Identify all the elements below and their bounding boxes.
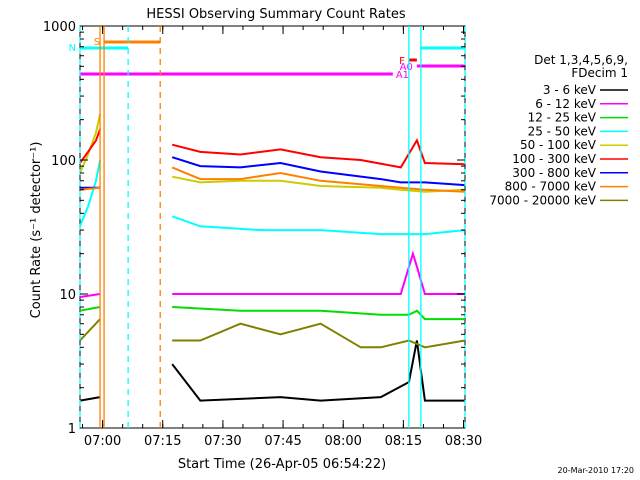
x-tick-label: 08:00 [324, 434, 361, 449]
flag-label: A1 [396, 70, 409, 81]
legend-entry-label: 12 - 25 keV [528, 111, 597, 125]
series-line [79, 128, 466, 169]
axes: 1 10 100 1000 07:00 07:15 07:30 07:45 08:00 08:15… [43, 20, 482, 449]
flag-label: F [399, 56, 405, 67]
series-line [79, 250, 465, 298]
legend-header: Det 1,3,4,5,6,9, [534, 53, 628, 67]
series-layer [79, 113, 466, 402]
legend-entry-label: 6 - 12 keV [535, 97, 597, 111]
x-tick-label: 07:30 [204, 434, 241, 449]
series-line [79, 159, 466, 236]
y-tick-label: 1000 [43, 20, 76, 35]
y-tick-label: 100 [51, 154, 76, 169]
x-axis-label: Start Time (26-Apr-05 06:54:22) [178, 457, 386, 472]
flag-label: S [94, 37, 100, 48]
flag-label: N [69, 43, 76, 54]
legend-entry-label: 100 - 300 keV [512, 152, 596, 166]
legend-entry-label: 3 - 6 keV [543, 83, 597, 97]
legend-entry-label: 50 - 100 keV [520, 138, 597, 152]
x-tick-label: 07:45 [264, 434, 301, 449]
y-tick-label: 1 [68, 422, 76, 437]
legend-entry-label: 25 - 50 keV [528, 124, 597, 138]
x-tick-label: 08:15 [385, 434, 422, 449]
chart-title: HESSI Observing Summary Count Rates [146, 7, 405, 22]
plot-area [79, 25, 466, 429]
y-tick-label: 10 [59, 288, 76, 303]
series-line [79, 340, 465, 402]
series-line [79, 306, 465, 321]
flag-bars: S N A1 FA0 [69, 37, 465, 81]
series-line [80, 156, 466, 189]
date-stamp: 20-Mar-2010 17:20 [558, 466, 635, 475]
series-line [79, 113, 466, 193]
vertical-markers [79, 26, 466, 428]
legend-entry-label: 800 - 7000 keV [505, 180, 597, 194]
x-tick-label: 08:30 [445, 434, 482, 449]
series-line [79, 166, 466, 193]
y-axis-label: Count Rate (s⁻¹ detector⁻¹) [29, 142, 44, 319]
legend-entry-label: 300 - 800 keV [512, 166, 596, 180]
series-line [79, 318, 466, 349]
x-tick-label: 07:00 [84, 434, 121, 449]
plot-frame [79, 25, 466, 429]
flag-label: A0 [400, 62, 413, 73]
legend-entry-label: 7000 - 20000 keV [489, 193, 596, 207]
legend-header: FDecim 1 [571, 66, 628, 80]
x-tick-label: 07:15 [144, 434, 181, 449]
